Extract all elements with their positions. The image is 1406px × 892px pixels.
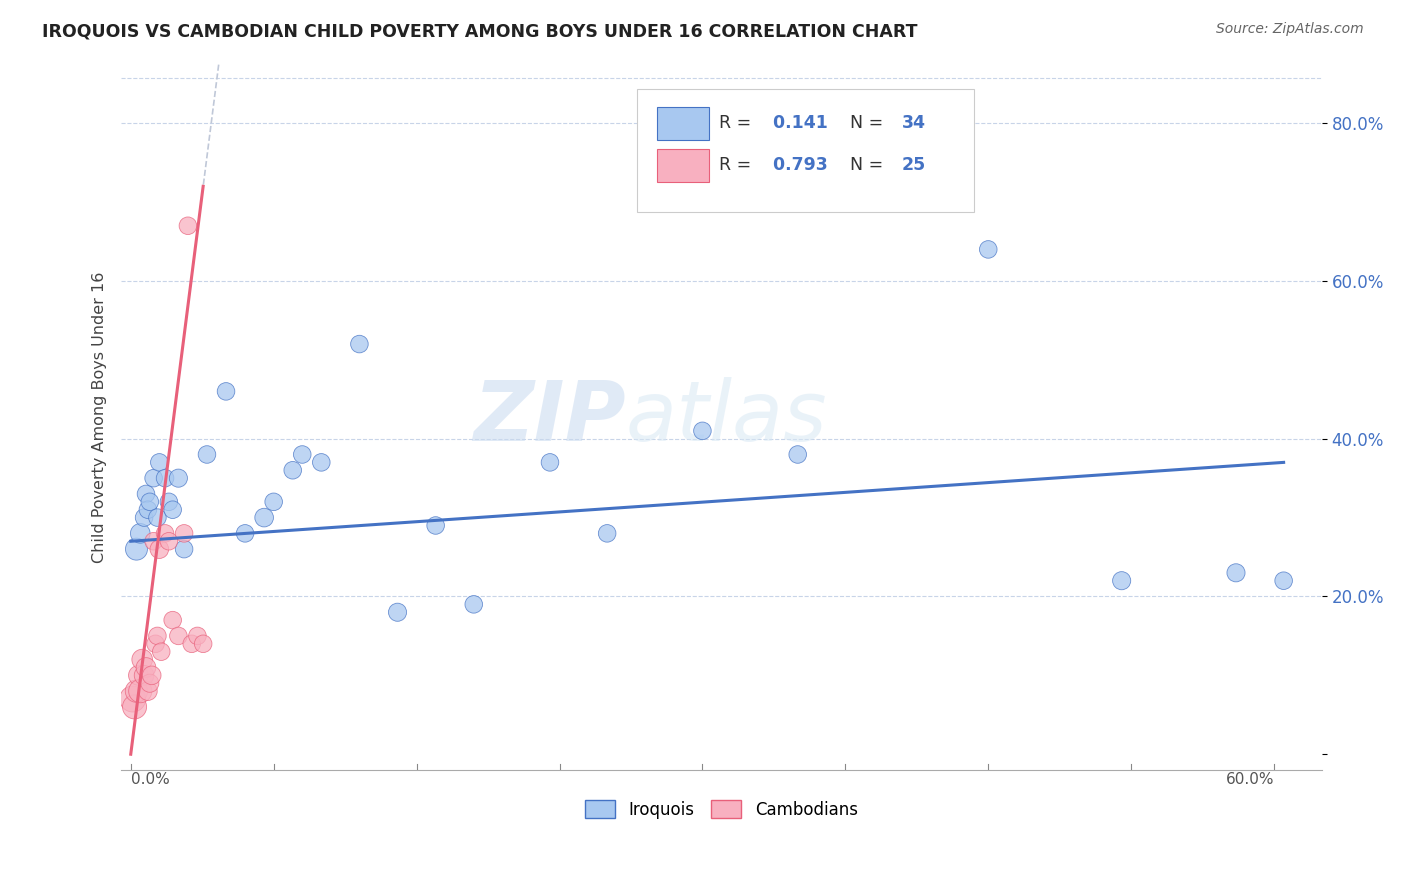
Point [148, 542, 170, 557]
Text: 0.0%: 0.0% [131, 772, 170, 788]
Point [135, 660, 157, 674]
Point [132, 510, 155, 524]
Text: 0.793: 0.793 [768, 156, 828, 174]
FancyBboxPatch shape [657, 107, 710, 139]
Text: R =: R = [718, 113, 756, 132]
Point [124, 699, 146, 714]
Point [139, 495, 162, 509]
Text: atlas: atlas [626, 376, 827, 458]
Text: 60.0%: 60.0% [1226, 772, 1274, 788]
Point [167, 629, 190, 643]
Legend: Iroquois, Cambodians: Iroquois, Cambodians [579, 793, 865, 825]
Point [142, 471, 165, 485]
Point [263, 495, 285, 509]
Point [132, 668, 155, 682]
Point [281, 463, 304, 477]
Text: Source: ZipAtlas.com: Source: ZipAtlas.com [1216, 22, 1364, 37]
Point [136, 502, 159, 516]
Point [150, 645, 173, 659]
Point [139, 676, 162, 690]
Point [153, 471, 176, 485]
Text: 34: 34 [901, 113, 925, 132]
Point [125, 684, 148, 698]
Point [233, 526, 256, 541]
Point [157, 534, 180, 549]
Point [311, 455, 333, 469]
Point [148, 455, 170, 469]
Point [162, 502, 184, 516]
Point [136, 684, 159, 698]
Point [162, 613, 184, 627]
Point [141, 668, 163, 682]
Point [173, 542, 195, 557]
Point [253, 510, 276, 524]
Text: IROQUOIS VS CAMBODIAN CHILD POVERTY AMONG BOYS UNDER 16 CORRELATION CHART: IROQUOIS VS CAMBODIAN CHILD POVERTY AMON… [42, 22, 918, 40]
Y-axis label: Child Poverty Among Boys Under 16: Child Poverty Among Boys Under 16 [93, 271, 107, 563]
Point [538, 455, 561, 469]
Point [291, 448, 314, 462]
Point [596, 526, 619, 541]
Point [146, 510, 169, 524]
Point [146, 629, 169, 643]
Point [195, 448, 218, 462]
Point [186, 629, 208, 643]
Point [1111, 574, 1133, 588]
Text: 0.141: 0.141 [768, 113, 828, 132]
FancyBboxPatch shape [637, 89, 973, 212]
Point [142, 534, 165, 549]
Point [180, 637, 202, 651]
Point [157, 495, 180, 509]
Point [177, 219, 200, 233]
Point [129, 526, 152, 541]
Point [167, 471, 190, 485]
Point [153, 526, 176, 541]
Point [131, 652, 153, 666]
Point [387, 605, 409, 619]
Text: R =: R = [718, 156, 756, 174]
Point [129, 684, 152, 698]
Point [1272, 574, 1295, 588]
Text: 25: 25 [901, 156, 925, 174]
Point [127, 668, 149, 682]
Point [692, 424, 714, 438]
Point [121, 692, 143, 706]
Point [349, 337, 371, 351]
FancyBboxPatch shape [657, 150, 710, 182]
Point [191, 637, 214, 651]
Point [145, 637, 167, 651]
Point [1225, 566, 1247, 580]
Text: N =: N = [839, 156, 889, 174]
Point [125, 542, 148, 557]
Text: N =: N = [839, 113, 889, 132]
Point [786, 448, 808, 462]
Point [463, 598, 485, 612]
Point [977, 243, 1000, 257]
Point [215, 384, 238, 399]
Point [173, 526, 195, 541]
Text: ZIP: ZIP [472, 376, 626, 458]
Point [425, 518, 447, 533]
Point [135, 487, 157, 501]
